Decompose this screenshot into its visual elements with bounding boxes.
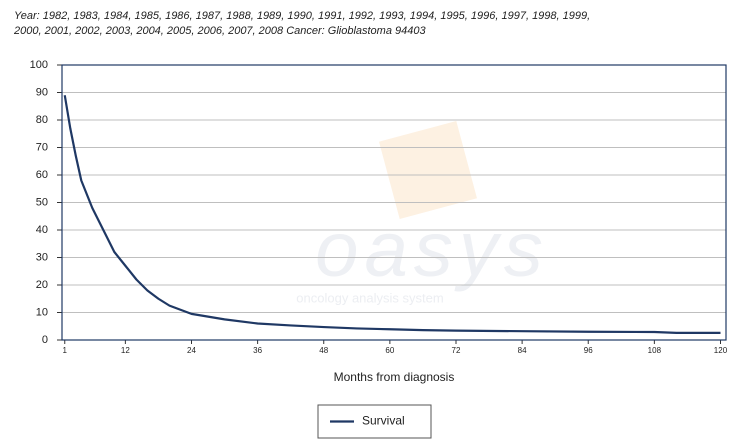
x-tick-label: 48 xyxy=(319,346,328,355)
x-tick-label: 36 xyxy=(253,346,262,355)
y-tick-label: 100 xyxy=(30,59,48,71)
x-tick-label: 12 xyxy=(121,346,130,355)
x-tick-label: 24 xyxy=(187,346,196,355)
y-tick-label: 30 xyxy=(36,251,48,263)
y-tick-label: 80 xyxy=(36,114,48,126)
y-tick-label: 0 xyxy=(42,334,48,346)
x-tick-label: 84 xyxy=(518,346,527,355)
chart-title: Year: 1982, 1983, 1984, 1985, 1986, 1987… xyxy=(14,10,590,22)
y-tick-label: 70 xyxy=(36,141,48,153)
x-tick-label: 72 xyxy=(452,346,461,355)
y-tick-label: 20 xyxy=(36,279,48,291)
x-tick-label: 108 xyxy=(648,346,662,355)
y-tick-label: 90 xyxy=(36,86,48,98)
chart-title: 2000, 2001, 2002, 2003, 2004, 2005, 2006… xyxy=(13,25,426,37)
y-tick-label: 10 xyxy=(36,306,48,318)
y-tick-label: 40 xyxy=(36,224,48,236)
plot-border xyxy=(61,64,727,341)
legend-label: Survival xyxy=(362,414,405,428)
line xyxy=(63,95,721,334)
y-tick-label: 50 xyxy=(36,196,48,208)
watermark: oasys xyxy=(315,205,549,293)
x-tick-label: 60 xyxy=(385,346,394,355)
x-tick-label: 1 xyxy=(63,346,68,355)
watermark: oncology analysis system xyxy=(296,290,443,305)
y-tick-label: 60 xyxy=(36,169,48,181)
watermark-logo xyxy=(379,121,477,219)
x-axis-label: Months from diagnosis xyxy=(334,370,455,384)
x-tick-label: 120 xyxy=(714,346,728,355)
x-tick-label: 96 xyxy=(584,346,593,355)
